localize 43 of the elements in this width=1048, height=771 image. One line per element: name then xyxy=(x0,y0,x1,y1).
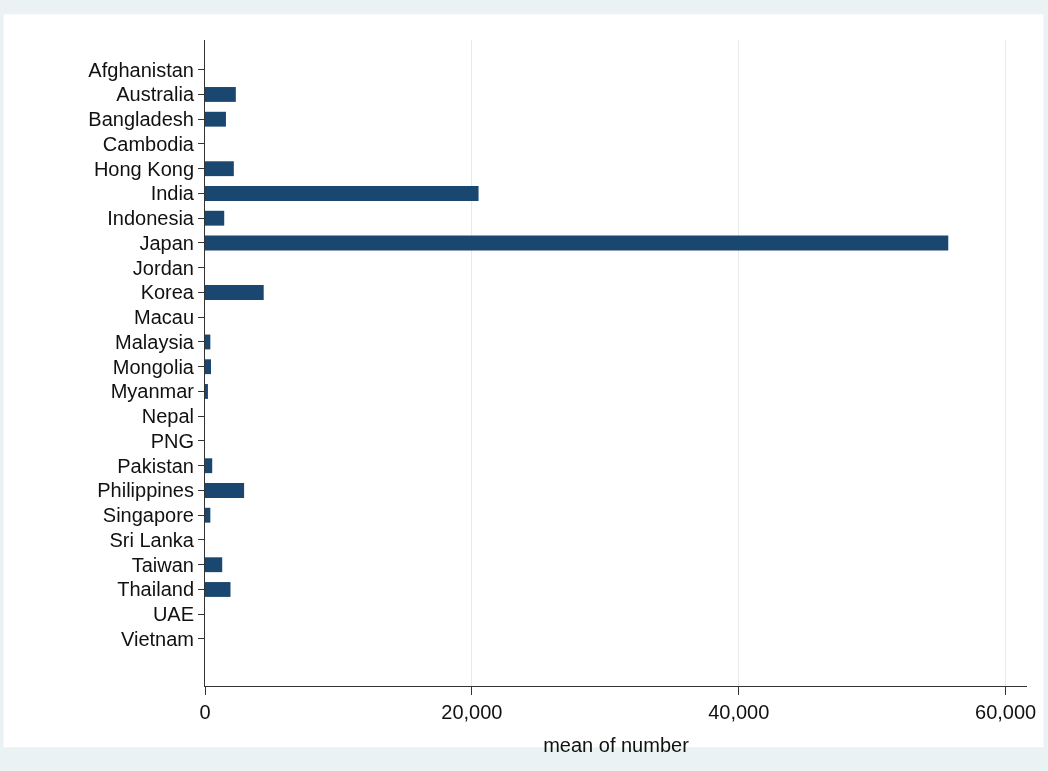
bar xyxy=(205,557,223,573)
x-tick-label: 40,000 xyxy=(708,701,770,723)
bar xyxy=(205,507,211,523)
y-tick-label: Pakistan xyxy=(117,454,194,477)
bar xyxy=(205,235,949,251)
bar xyxy=(205,359,211,375)
y-tick-label: Korea xyxy=(140,281,195,304)
y-tick-label: Taiwan xyxy=(131,553,194,576)
y-tick-label: Afghanistan xyxy=(88,58,194,81)
bar xyxy=(205,87,236,102)
y-tick-label: Jordan xyxy=(132,256,194,279)
y-tick-label: PNG xyxy=(150,429,194,452)
bar xyxy=(205,483,245,498)
y-tick-label: Japan xyxy=(139,231,194,254)
y-tick-label: Myanmar xyxy=(110,380,195,403)
y-tick-label: Vietnam xyxy=(120,627,194,650)
y-tick-label: Philippines xyxy=(97,479,194,502)
x-tick-label: 60,000 xyxy=(975,701,1037,723)
bar xyxy=(205,210,225,226)
bar xyxy=(205,582,231,597)
bar xyxy=(205,384,208,399)
y-tick-label: Hong Kong xyxy=(93,157,194,180)
y-tick-label: Cambodia xyxy=(102,132,195,155)
y-tick-label: Nepal xyxy=(141,405,194,428)
y-tick-label: Singapore xyxy=(102,504,194,527)
y-tick-label: Indonesia xyxy=(107,207,195,230)
bar xyxy=(205,285,264,300)
bar xyxy=(205,458,213,474)
y-tick-label: Sri Lanka xyxy=(109,528,195,551)
x-axis-title: mean of number xyxy=(543,733,690,756)
y-tick-label: Mongolia xyxy=(112,355,195,378)
bar xyxy=(205,111,226,127)
y-tick-label: Australia xyxy=(116,83,195,106)
y-tick-label: Bangladesh xyxy=(88,108,194,131)
x-tick-label: 0 xyxy=(199,701,211,723)
y-tick-label: Malaysia xyxy=(115,330,195,353)
y-tick-label: UAE xyxy=(152,603,194,626)
y-tick-label: Thailand xyxy=(117,578,194,601)
bar xyxy=(205,161,234,177)
bar xyxy=(205,186,479,201)
y-tick-label: Macau xyxy=(133,306,194,329)
x-tick-label: 20,000 xyxy=(441,701,503,723)
y-tick-label: India xyxy=(150,182,195,205)
